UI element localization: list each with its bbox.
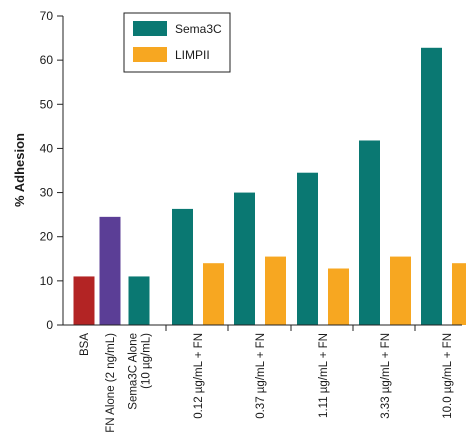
y-tick-label: 10 [40,274,54,288]
x-tick-label: FN Alone (2 ng/mL) [105,333,117,433]
x-tick-label-group: BSA [79,333,91,356]
legend: Sema3C LIMPII [123,12,231,73]
bar-limpii-4 [203,263,224,325]
y-tick-label: 40 [40,141,54,155]
x-tick-label-group: 0.37 µg/mL + FN [255,333,267,419]
bar-control-2 [99,216,121,325]
legend-swatch-2 [133,47,167,62]
bar-control-1 [73,276,95,325]
legend-label-1: Sema3C [175,22,222,36]
y-tick-label: 50 [40,97,54,111]
legend-swatch-1 [133,21,167,36]
bar-limpii-5 [265,256,286,325]
x-tick-label: (10 µg/mL) [141,333,153,389]
y-tick-label: 70 [40,9,54,23]
bar-limpii-6 [328,268,349,325]
bar-sema3c-7 [359,140,380,325]
bar-sema3c-5 [234,192,255,325]
bar-sema3c-3 [128,276,150,325]
x-tick-label-group: 3.33 µg/mL + FN [380,333,392,419]
x-tick-label-group: Sema3C Alone (10 µg/mL) [128,333,153,410]
x-tick-label-group: FN Alone (2 ng/mL) [105,333,117,433]
x-tick-label-group: 0.12 µg/mL + FN [193,333,205,419]
x-tick-label: Sema3C Alone [128,333,140,410]
x-tick-label-group: 10.0 µg/mL + FN [442,333,454,419]
x-tick-label: 0.37 µg/mL + FN [255,333,267,419]
x-tick-label: BSA [79,333,91,356]
bar-sema3c-6 [297,172,318,325]
bar-limpii-8 [452,263,466,325]
legend-label-2: LIMPII [175,48,210,62]
y-axis-label: % Adhesion [12,133,27,207]
y-tick-label: 30 [40,186,54,200]
y-tick-label: 20 [40,230,54,244]
x-tick-label: 3.33 µg/mL + FN [380,333,392,419]
y-tick-label: 0 [46,318,53,332]
bar-limpii-7 [390,256,411,325]
x-tick-label: 0.12 µg/mL + FN [193,333,205,419]
y-tick-label: 60 [40,53,54,67]
axes-group: 0 10 20 30 40 50 60 70 BSA FN Alone (2 ng/mL) Sema… [40,9,462,433]
x-tick-label: 1.11 µg/mL + FN [318,333,330,418]
bars-group [73,47,466,325]
x-tick-label: 10.0 µg/mL + FN [442,333,454,419]
x-tick-label-group: 1.11 µg/mL + FN [318,333,330,418]
bar-sema3c-4 [172,208,193,325]
bar-sema3c-8 [421,47,442,325]
